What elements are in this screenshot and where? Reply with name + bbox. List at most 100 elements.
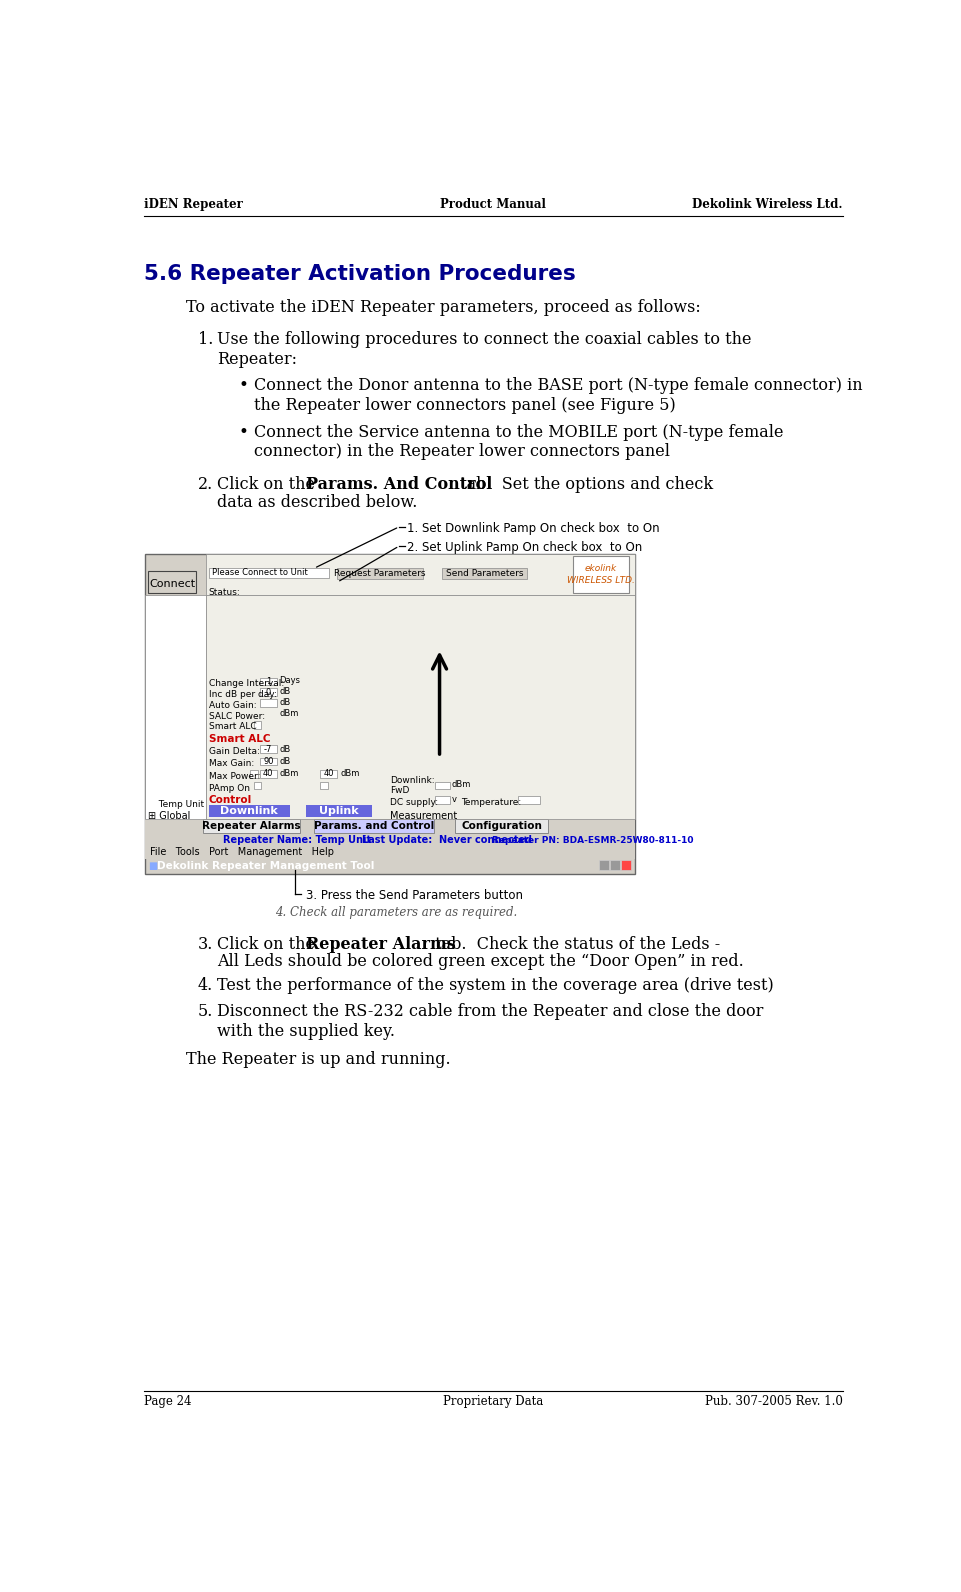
FancyBboxPatch shape [455, 820, 548, 833]
Text: FwD: FwD [389, 786, 408, 796]
Text: File   Tools   Port   Management   Help: File Tools Port Management Help [150, 847, 333, 858]
Text: 40: 40 [323, 769, 333, 778]
Text: data as described below.: data as described below. [217, 494, 417, 511]
FancyBboxPatch shape [517, 796, 539, 804]
FancyBboxPatch shape [254, 782, 261, 790]
Text: •: • [237, 423, 248, 441]
Text: All Leds should be colored green except the “Door Open” in red.: All Leds should be colored green except … [217, 954, 743, 971]
FancyBboxPatch shape [434, 796, 450, 804]
Text: DC supply:: DC supply: [389, 798, 437, 807]
Text: Page 24: Page 24 [143, 1395, 191, 1407]
FancyBboxPatch shape [572, 556, 628, 592]
Text: Disconnect the RS-232 cable from the Repeater and close the door
with the suppli: Disconnect the RS-232 cable from the Rep… [217, 1003, 763, 1040]
Text: Temperature:: Temperature: [460, 798, 521, 807]
Text: Params. And Control: Params. And Control [306, 476, 492, 494]
Text: Change Interval:: Change Interval: [209, 680, 283, 688]
Text: Connect: Connect [149, 579, 195, 589]
Text: Max Gain:: Max Gain: [209, 759, 254, 769]
FancyBboxPatch shape [599, 860, 608, 871]
Text: Use the following procedures to connect the coaxial cables to the
Repeater:: Use the following procedures to connect … [217, 331, 751, 368]
Text: 2.: 2. [198, 476, 212, 494]
Text: 1. Set Downlink Pamp On check box  to On: 1. Set Downlink Pamp On check box to On [407, 522, 659, 535]
Text: Test the performance of the system in the coverage area (drive test): Test the performance of the system in th… [217, 977, 773, 995]
Text: Control: Control [209, 794, 252, 806]
FancyBboxPatch shape [306, 804, 372, 817]
Text: Inc dB per day:: Inc dB per day: [209, 689, 276, 699]
Text: Smart ALC: Smart ALC [209, 734, 270, 743]
Text: dB: dB [279, 745, 290, 753]
Text: Configuration: Configuration [460, 820, 541, 831]
Text: Click on the: Click on the [217, 476, 320, 494]
FancyBboxPatch shape [250, 771, 258, 778]
Text: dB: dB [279, 697, 290, 707]
Text: 1.: 1. [198, 331, 213, 349]
Text: The Repeater is up and running.: The Repeater is up and running. [185, 1051, 451, 1068]
Text: Send Parameters: Send Parameters [445, 570, 523, 578]
Text: dBm: dBm [452, 780, 471, 790]
Text: 3.: 3. [198, 936, 213, 952]
Text: 3. Press the Send Parameters button: 3. Press the Send Parameters button [306, 890, 523, 903]
Text: iDEN Repeater: iDEN Repeater [143, 199, 242, 212]
Text: Status:: Status: [209, 589, 240, 597]
FancyBboxPatch shape [145, 844, 634, 858]
FancyBboxPatch shape [254, 721, 261, 729]
Text: 40: 40 [262, 769, 273, 778]
FancyBboxPatch shape [209, 804, 289, 817]
Text: 2. Set Uplink Pamp On check box  to On: 2. Set Uplink Pamp On check box to On [407, 541, 642, 554]
FancyBboxPatch shape [441, 568, 527, 579]
FancyBboxPatch shape [259, 678, 277, 686]
Text: 1: 1 [265, 677, 271, 686]
Text: Click on the: Click on the [217, 936, 320, 952]
Text: Uplink: Uplink [319, 806, 358, 815]
Text: Smart ALC: Smart ALC [209, 723, 256, 731]
FancyBboxPatch shape [434, 782, 450, 790]
Text: v: v [452, 794, 456, 804]
Text: Repeater Name: Temp Unit: Repeater Name: Temp Unit [222, 836, 370, 845]
Text: SALC Power:: SALC Power: [209, 712, 264, 721]
Text: Max Power:: Max Power: [209, 772, 259, 780]
Text: tab.  Check the status of the Leds -: tab. Check the status of the Leds - [430, 936, 720, 952]
FancyBboxPatch shape [145, 554, 634, 874]
Text: Last Update:  Never connected: Last Update: Never connected [361, 836, 531, 845]
FancyBboxPatch shape [259, 758, 277, 766]
FancyBboxPatch shape [337, 568, 422, 579]
Text: 4.: 4. [198, 977, 212, 995]
Text: Connect the Donor antenna to the BASE port (N-type female connector) in
the Repe: Connect the Donor antenna to the BASE po… [254, 377, 861, 414]
Text: 0: 0 [265, 688, 271, 697]
FancyBboxPatch shape [145, 594, 206, 818]
FancyBboxPatch shape [145, 818, 634, 834]
Text: 5.: 5. [198, 1003, 213, 1020]
Text: Temp Unit: Temp Unit [153, 801, 204, 809]
Text: Request Parameters: Request Parameters [333, 570, 425, 578]
Text: tab.  Set the options and check: tab. Set the options and check [455, 476, 712, 494]
Text: Please Connect to Unit: Please Connect to Unit [211, 568, 308, 578]
FancyBboxPatch shape [206, 594, 634, 818]
FancyBboxPatch shape [313, 820, 433, 833]
Text: ■: ■ [148, 861, 158, 871]
Text: dBm: dBm [279, 769, 298, 778]
FancyBboxPatch shape [206, 554, 634, 594]
FancyBboxPatch shape [148, 572, 196, 592]
FancyBboxPatch shape [609, 860, 620, 871]
FancyBboxPatch shape [320, 771, 337, 778]
FancyBboxPatch shape [259, 699, 277, 707]
Text: Dekolink Wireless Ltd.: Dekolink Wireless Ltd. [691, 199, 842, 212]
Text: Connect the Service antenna to the MOBILE port (N-type female
connector) in the : Connect the Service antenna to the MOBIL… [254, 423, 782, 460]
Text: 90: 90 [262, 758, 273, 766]
FancyBboxPatch shape [145, 834, 634, 847]
Text: Days: Days [279, 677, 300, 685]
Text: dB: dB [279, 688, 290, 696]
Text: 5.6 Repeater Activation Procedures: 5.6 Repeater Activation Procedures [143, 264, 575, 285]
Text: dBm: dBm [340, 769, 359, 778]
Text: To activate the iDEN Repeater parameters, proceed as follows:: To activate the iDEN Repeater parameters… [185, 299, 701, 315]
FancyBboxPatch shape [203, 820, 300, 833]
Text: ⊞ Global: ⊞ Global [148, 810, 190, 821]
Text: Proprietary Data: Proprietary Data [442, 1395, 543, 1407]
Text: 4. Check all parameters are as required.: 4. Check all parameters are as required. [275, 906, 517, 919]
Text: •: • [237, 377, 248, 395]
FancyBboxPatch shape [320, 782, 328, 790]
FancyBboxPatch shape [145, 847, 634, 858]
Text: Repeater Alarms: Repeater Alarms [306, 936, 456, 952]
Text: Auto Gain:: Auto Gain: [209, 700, 256, 710]
FancyBboxPatch shape [259, 688, 277, 696]
